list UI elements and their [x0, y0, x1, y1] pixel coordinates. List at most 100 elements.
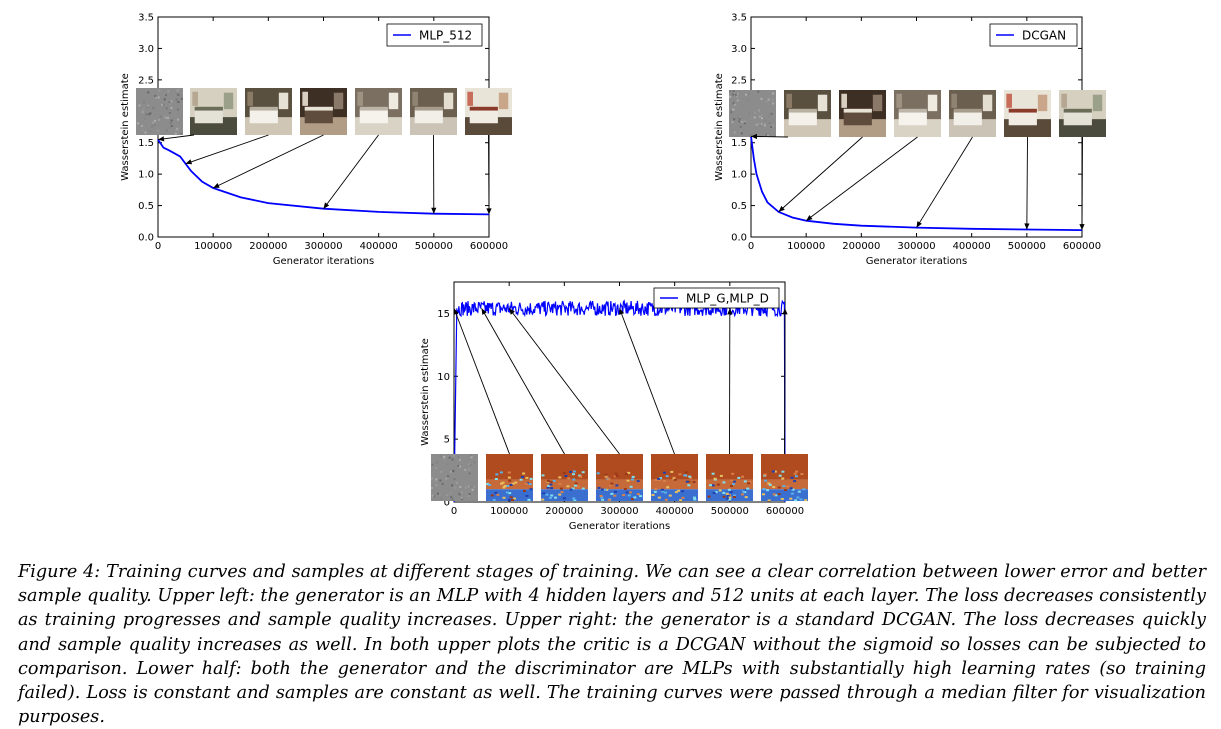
- sample-spectrum-speck: [708, 496, 711, 498]
- sample-spectrum-speck: [563, 472, 566, 474]
- sample-noise-speck: [437, 493, 439, 495]
- sample-spectrum-speck: [772, 471, 775, 473]
- sample-spectrum-speck: [712, 484, 715, 486]
- sample-noise-speck: [468, 469, 470, 471]
- legend-label: MLP_G,MLP_D: [686, 292, 769, 306]
- sample-spectrum-speck: [575, 482, 578, 484]
- sample-spectrum-speck: [601, 489, 604, 491]
- sample-noise-speck: [443, 456, 445, 458]
- sample-spectrum-top: [761, 454, 808, 480]
- sample-spectrum-speck: [713, 492, 716, 494]
- sample-spectrum-speck: [768, 500, 771, 502]
- x-tick-label: 400000: [656, 506, 694, 517]
- sample-noise-speck: [450, 471, 452, 473]
- sample-noise-speck: [459, 466, 461, 468]
- sample-spectrum-speck: [626, 492, 629, 494]
- sample-spectrum-speck: [525, 477, 528, 479]
- sample-spectrum-speck: [796, 497, 799, 499]
- sample-noise-speck: [468, 495, 470, 497]
- sample-noise-speck: [459, 459, 461, 461]
- sample-spectrum-speck: [679, 499, 682, 501]
- sample-spectrum-speck: [764, 480, 767, 482]
- sample-spectrum-speck: [763, 488, 766, 490]
- sample-noise-speck: [431, 464, 433, 466]
- sample-spectrum-speck: [625, 473, 628, 475]
- sample-noise-speck: [446, 463, 448, 465]
- sample-spectrum-speck: [766, 489, 769, 491]
- sample-spectrum-speck: [628, 494, 631, 496]
- sample-spectrum-speck: [541, 499, 544, 501]
- sample-spectrum-speck: [495, 478, 498, 480]
- sample-spectrum-speck: [687, 484, 690, 486]
- sample-spectrum-speck: [675, 491, 678, 493]
- sample-spectrum-speck: [663, 480, 666, 482]
- sample-spectrum-speck: [773, 493, 776, 495]
- sample-spectrum-speck: [558, 476, 561, 478]
- sample-spectrum-speck: [790, 487, 793, 489]
- sample-spectrum-speck: [693, 481, 696, 483]
- sample-noise-speck: [439, 480, 441, 482]
- sample-noise-speck: [458, 478, 460, 480]
- sample-spectrum-speck: [610, 483, 613, 485]
- sample-spectrum-speck: [726, 493, 729, 495]
- sample-spectrum-speck: [508, 480, 511, 482]
- sample-spectrum-speck: [495, 473, 498, 475]
- sample-spectrum-speck: [572, 479, 575, 481]
- sample-spectrum-speck: [496, 494, 499, 496]
- sample-spectrum-speck: [681, 490, 684, 492]
- sample-spectrum-speck: [550, 487, 553, 489]
- sample-spectrum-speck: [508, 472, 511, 474]
- sample-spectrum-speck: [613, 495, 616, 497]
- sample-noise-speck: [461, 497, 463, 499]
- sample-noise-speck: [445, 478, 447, 480]
- sample-spectrum-speck: [627, 480, 630, 482]
- sample-spectrum-speck: [795, 475, 798, 477]
- sample-spectrum-speck: [542, 474, 545, 476]
- sample-spectrum-speck: [558, 494, 561, 496]
- sample-noise-speck: [440, 471, 442, 473]
- y-tick-label: 10: [437, 372, 450, 383]
- sample-spectrum-speck: [802, 488, 805, 490]
- sample-spectrum-speck: [669, 495, 672, 497]
- sample-noise-speck: [473, 461, 475, 463]
- sample-spectrum-speck: [637, 493, 640, 495]
- sample-noise-speck: [450, 492, 452, 494]
- sample-spectrum-speck: [522, 473, 525, 475]
- sample-spectrum-speck: [670, 471, 673, 473]
- sample-spectrum-speck: [784, 489, 787, 491]
- sample-noise-speck: [470, 486, 472, 488]
- sample-image-5: [706, 454, 753, 501]
- sample-noise-speck: [472, 489, 474, 491]
- sample-spectrum-speck: [508, 499, 511, 501]
- sample-noise-speck: [469, 473, 471, 475]
- sample-spectrum-speck: [503, 497, 506, 499]
- sample-spectrum-speck: [511, 499, 514, 501]
- sample-spectrum-speck: [733, 496, 736, 498]
- sample-spectrum-speck: [722, 481, 725, 483]
- sample-noise-speck: [459, 486, 461, 488]
- sample-spectrum-mid: [596, 480, 643, 489]
- sample-spectrum-speck: [601, 499, 604, 501]
- sample-noise-speck: [452, 498, 454, 500]
- sample-spectrum-speck: [582, 488, 585, 490]
- sample-spectrum-speck: [610, 493, 613, 495]
- sample-spectrum-speck: [741, 476, 744, 478]
- sample-spectrum-speck: [663, 472, 666, 474]
- sample-spectrum-speck: [598, 487, 601, 489]
- sample-spectrum-speck: [574, 485, 577, 487]
- sample-spectrum-speck: [608, 499, 611, 501]
- x-tick-label: 200000: [545, 506, 583, 517]
- sample-noise-speck: [454, 478, 456, 480]
- sample-noise-speck: [433, 495, 435, 497]
- sample-spectrum-speck: [506, 492, 509, 494]
- sample-spectrum-speck: [737, 477, 740, 479]
- sample-noise-speck: [447, 475, 449, 477]
- sample-spectrum-speck: [769, 484, 772, 486]
- sample-spectrum-speck: [781, 471, 784, 473]
- sample-spectrum-speck: [569, 471, 572, 473]
- sample-noise-speck: [471, 456, 473, 458]
- sample-spectrum-speck: [573, 471, 576, 473]
- sample-spectrum-speck: [639, 495, 642, 497]
- sample-spectrum-speck: [772, 486, 775, 488]
- x-tick-label: 500000: [711, 506, 749, 517]
